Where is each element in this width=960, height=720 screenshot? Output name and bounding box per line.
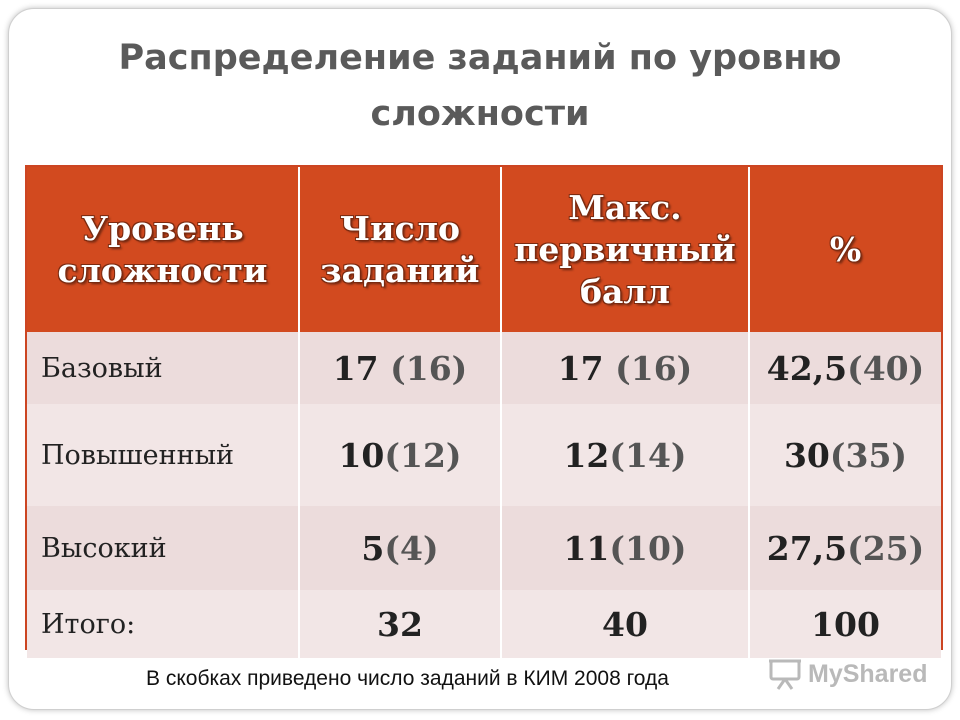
tasks-value: 10 bbox=[338, 435, 385, 475]
cell-tasks: 32 bbox=[299, 590, 502, 658]
percent-value: 100 bbox=[811, 604, 880, 644]
tasks-prev-value: (12) bbox=[384, 435, 462, 475]
table-row: Базовый 17 (16) 17 (16) 42,5(40) bbox=[27, 332, 941, 404]
cell-percent: 27,5(25) bbox=[749, 506, 941, 590]
header-percent: % bbox=[749, 167, 941, 332]
cell-score: 40 bbox=[501, 590, 750, 658]
presentation-board-icon bbox=[769, 659, 801, 690]
row-label: Повышенный bbox=[27, 404, 300, 506]
tasks-prev-value: (4) bbox=[384, 528, 439, 568]
cell-percent: 30(35) bbox=[749, 404, 941, 506]
myshared-logo: MyShared bbox=[768, 656, 927, 692]
score-value: 11 bbox=[563, 528, 610, 568]
cell-score: 17 (16) bbox=[501, 332, 750, 404]
header-level: Уровень сложности bbox=[27, 167, 300, 332]
tasks-value: 32 bbox=[377, 604, 423, 644]
table-row-total: Итого: 32 40 100 bbox=[27, 590, 941, 658]
header-tasks: Число заданий bbox=[299, 167, 502, 332]
header-score: Макс. первичный балл bbox=[501, 167, 750, 332]
percent-prev-value: (35) bbox=[829, 435, 908, 475]
slide-title: Распределение заданий по уровню сложност… bbox=[118, 38, 842, 134]
percent-prev-value: (25) bbox=[847, 528, 925, 568]
score-value: 17 bbox=[557, 348, 604, 388]
percent-value: 30 bbox=[783, 435, 830, 475]
row-label: Базовый bbox=[27, 332, 300, 404]
table-row: Повышенный 10(12) 12(14) 30(35) bbox=[27, 404, 941, 506]
cell-score: 12(14) bbox=[501, 404, 750, 506]
row-label: Итого: bbox=[27, 590, 300, 658]
tasks-value: 5 bbox=[361, 528, 385, 568]
logo-text: MyShared bbox=[808, 659, 928, 688]
table-header-row: Уровень сложности Число заданий Макс. пе… bbox=[27, 167, 941, 332]
cell-tasks: 10(12) bbox=[299, 404, 502, 506]
cell-percent: 42,5(40) bbox=[749, 332, 941, 404]
score-prev-value: (10) bbox=[609, 528, 687, 568]
tasks-prev-value: (16) bbox=[378, 348, 468, 388]
table-row: Высокий 5(4) 11(10) 27,5(25) bbox=[27, 506, 941, 590]
score-value: 40 bbox=[602, 604, 648, 644]
tasks-value: 17 bbox=[332, 348, 379, 388]
score-value: 12 bbox=[563, 435, 610, 475]
cell-tasks: 5(4) bbox=[299, 506, 502, 590]
footnote: В скобках приведено число заданий в КИМ … bbox=[146, 667, 669, 690]
score-prev-value: (14) bbox=[609, 435, 687, 475]
percent-value: 42,5 bbox=[766, 348, 848, 388]
difficulty-table: Уровень сложности Число заданий Макс. пе… bbox=[25, 165, 943, 658]
percent-value: 27,5 bbox=[766, 528, 848, 568]
row-label: Высокий bbox=[27, 506, 300, 590]
cell-tasks: 17 (16) bbox=[299, 332, 502, 404]
cell-percent: 100 bbox=[749, 590, 941, 658]
cell-score: 11(10) bbox=[501, 506, 750, 590]
percent-prev-value: (40) bbox=[847, 348, 925, 388]
score-prev-value: (16) bbox=[603, 348, 693, 388]
